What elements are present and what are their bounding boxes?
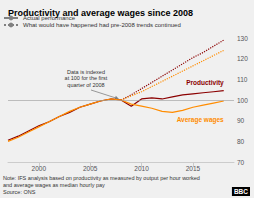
svg-text:90: 90: [237, 117, 245, 124]
svg-text:100: 100: [237, 97, 248, 104]
svg-text:at 100 for the first: at 100 for the first: [65, 75, 108, 81]
svg-text:2005: 2005: [83, 165, 98, 172]
svg-text:80: 80: [237, 138, 245, 145]
svg-text:and average wages as median ho: and average wages as median hourly pay: [3, 182, 105, 188]
svg-text:BBC: BBC: [234, 188, 248, 195]
svg-text:quarter of 2008: quarter of 2008: [67, 82, 104, 88]
svg-text:70: 70: [237, 159, 245, 166]
svg-text:120: 120: [237, 55, 248, 62]
svg-text:Note: IFS analysis based on pr: Note: IFS analysis based on productivity…: [3, 175, 200, 181]
svg-text:Actual performance: Actual performance: [23, 15, 75, 21]
svg-text:Source: ONS: Source: ONS: [3, 189, 36, 195]
svg-text:110: 110: [237, 76, 248, 83]
svg-text:What would have happened had p: What would have happened had pre-2008 tr…: [23, 22, 181, 28]
svg-text:Productivity: Productivity: [186, 79, 224, 87]
svg-text:Data is indexed: Data is indexed: [67, 69, 105, 75]
svg-text:130: 130: [237, 35, 248, 42]
svg-text:Productivity and average wages: Productivity and average wages since 200…: [8, 8, 193, 18]
svg-text:Average wages: Average wages: [177, 116, 224, 124]
svg-text:2000: 2000: [32, 165, 47, 172]
svg-text:2015: 2015: [186, 165, 201, 172]
svg-text:2010: 2010: [134, 165, 149, 172]
